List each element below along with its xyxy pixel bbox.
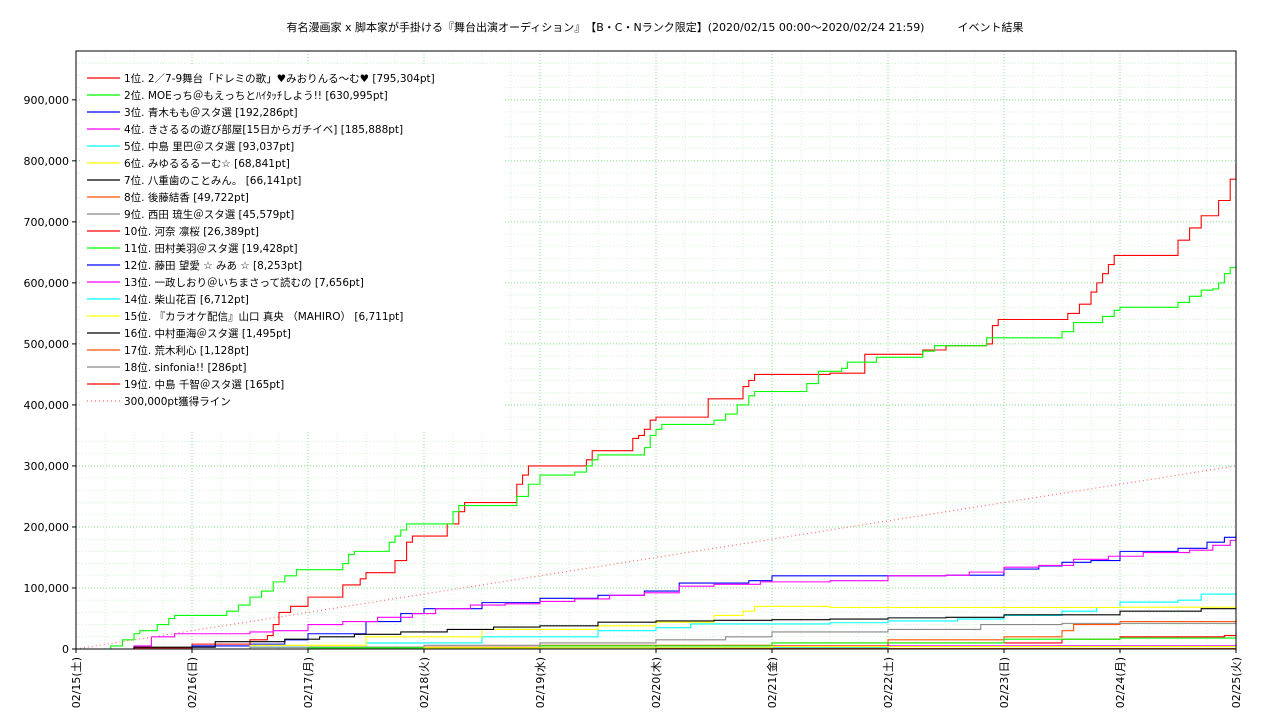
legend-label: 2位. MOEっち＠もえっちとﾊｲﾀｯﾁしよう!! [630,995pt] [124, 89, 388, 102]
x-tick-label: 02/22(土) [882, 657, 895, 708]
x-tick-label: 02/21(金) [765, 657, 779, 708]
legend-label: 10位. 河奈 凛桜 [26,389pt] [124, 225, 259, 238]
legend-label: 15位. 『カラオケ配信』山口 真央 （MAHIRO） [6,711pt] [124, 310, 403, 323]
legend-label: 18位. sinfonia!! [286pt] [124, 361, 246, 374]
x-tick-label: 02/24(月) [1114, 657, 1127, 708]
legend-label: 8位. 後藤結香 [49,722pt] [124, 191, 249, 204]
legend-label: 17位. 荒木利心 [1,128pt] [124, 344, 249, 357]
y-tick-label: 600,000 [24, 277, 70, 290]
legend-label: 12位. 藤田 望愛 ☆ みあ ☆ [8,253pt] [124, 259, 302, 272]
x-tick-label: 02/16(日) [186, 657, 199, 708]
legend-label: 6位. みゆるるるーむ☆ [68,841pt] [124, 157, 290, 170]
legend-label: 300,000pt獲得ライン [124, 395, 231, 408]
legend-label: 1位. 2／7-9舞台「ドレミの歌」♥みおりんる〜む♥ [795,304pt] [124, 72, 435, 85]
chart-title: 有名漫画家 x 脚本家が手掛ける『舞台出演オーディション』 【B・C・Nランク限… [287, 20, 1024, 34]
x-tick-label: 02/15(土) [70, 657, 83, 708]
legend-label: 7位. 八重歯のことみん。 [66,141pt] [124, 174, 301, 187]
y-tick-label: 800,000 [24, 155, 70, 168]
y-tick-label: 0 [62, 643, 69, 656]
x-tick-label: 02/19(水) [534, 657, 547, 708]
legend-label: 19位. 中島 千智＠スタ選 [165pt] [124, 378, 284, 391]
y-tick-label: 100,000 [24, 582, 70, 595]
x-tick-label: 02/17(月) [302, 657, 315, 708]
x-tick-label: 02/18(火) [418, 657, 431, 708]
x-tick-label: 02/23(日) [998, 657, 1011, 708]
y-tick-label: 400,000 [24, 399, 70, 412]
y-tick-label: 300,000 [24, 460, 70, 473]
legend-label: 4位. きさるるの遊び部屋[15日からガチイベ] [185,888pt] [124, 123, 403, 136]
legend-label: 3位. 青木もも＠スタ選 [192,286pt] [124, 106, 298, 119]
x-tick-label: 02/25(火) [1230, 657, 1243, 708]
legend-label: 13位. 一政しおり＠いちまさって読むの [7,656pt] [124, 276, 364, 289]
y-tick-label: 200,000 [24, 521, 70, 534]
y-tick-label: 500,000 [24, 338, 70, 351]
legend-label: 11位. 田村美羽＠スタ選 [19,428pt] [124, 242, 298, 255]
legend-label: 5位. 中島 里巴＠スタ選 [93,037pt] [124, 140, 294, 153]
legend-label: 9位. 西田 琉生＠スタ選 [45,579pt] [124, 208, 294, 221]
legend-label: 14位. 柴山花百 [6,712pt] [124, 293, 249, 306]
y-tick-label: 900,000 [24, 94, 70, 107]
y-tick-label: 700,000 [24, 216, 70, 229]
legend-label: 16位. 中村亜海＠スタ選 [1,495pt] [124, 327, 291, 340]
x-tick-label: 02/20(木) [650, 657, 663, 708]
